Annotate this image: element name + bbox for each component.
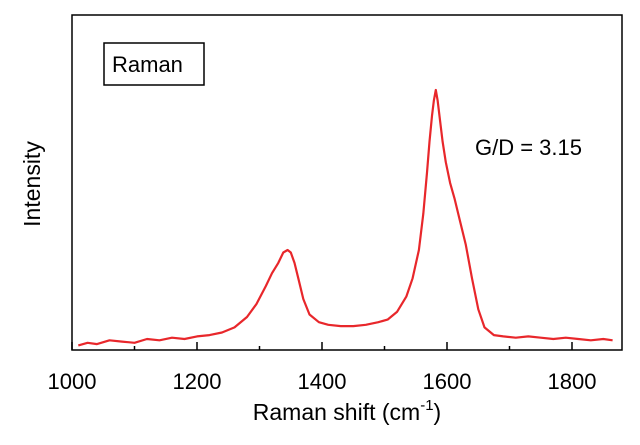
y-axis-title: Intensity	[19, 141, 45, 227]
x-axis-title-main: Raman shift (cm	[253, 399, 420, 425]
x-axis-tick-labels: 1000 1200 1400 1600 1800	[48, 369, 597, 394]
x-tick-label: 1200	[173, 369, 222, 394]
legend-box	[103, 42, 205, 86]
plot-frame	[71, 14, 623, 351]
gd-ratio-annotation: G/D = 3.15	[475, 135, 582, 160]
x-axis-title: Raman shift (cm-1)	[253, 397, 441, 425]
x-axis-ticks	[71, 342, 573, 350]
x-tick-label: 1800	[548, 369, 597, 394]
legend-label: Raman	[112, 52, 183, 77]
x-tick-label: 1600	[423, 369, 472, 394]
x-tick-label: 1000	[48, 369, 97, 394]
x-tick-label: 1400	[298, 369, 347, 394]
x-axis-title-close: )	[434, 399, 442, 425]
series-layer	[78, 88, 613, 347]
raman-spectrum-line	[78, 88, 613, 347]
x-axis-title-sup: -1	[420, 397, 433, 414]
